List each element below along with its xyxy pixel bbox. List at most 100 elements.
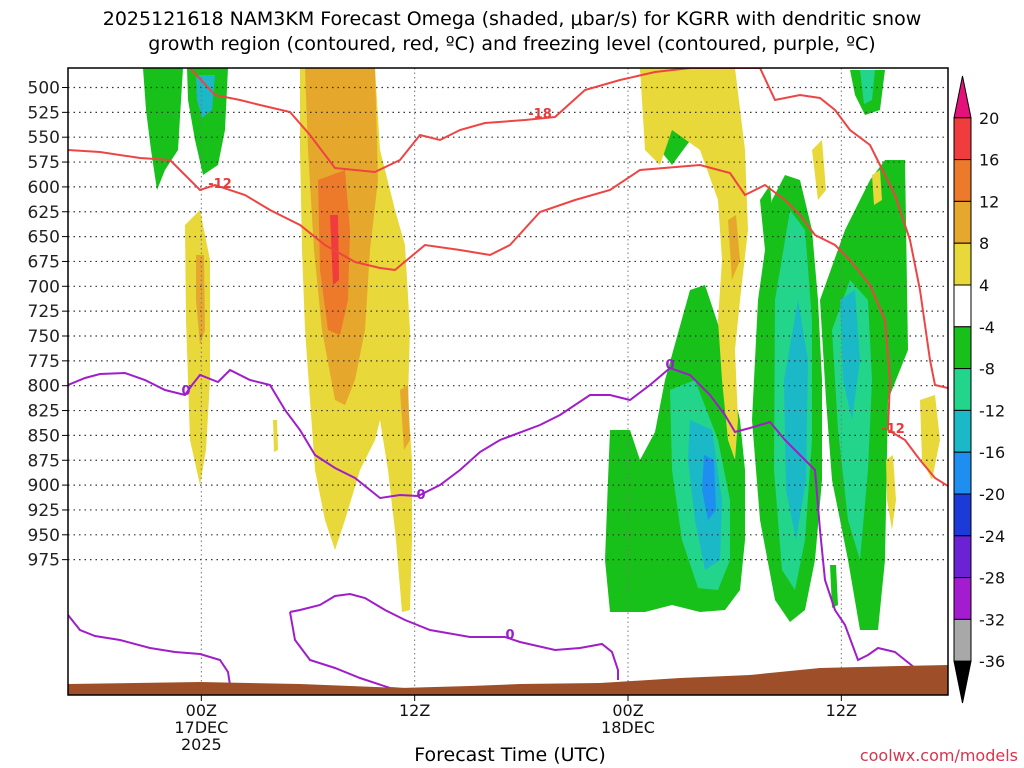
colorbar-segment-3 xyxy=(953,200,972,244)
y-axis: 500 525 550 575 600 625 650 675 700 725 750 775 800 8… xyxy=(28,79,68,571)
omega-region-green-9 xyxy=(830,565,838,608)
contour-label-5: 0 xyxy=(665,358,674,373)
contour-purple-0-low xyxy=(289,592,619,680)
contour-label-3: 0 xyxy=(181,384,190,399)
colorbar-segment-10 xyxy=(953,493,972,537)
colorbar-segment-5 xyxy=(953,284,972,328)
colorbar-segment-6 xyxy=(953,326,972,370)
chart-title-line1: 2025121618 NAM3KM Forecast Omega (shaded… xyxy=(102,8,922,30)
colorbar-segment-9 xyxy=(953,451,972,495)
colorbar-label-9: -20 xyxy=(979,485,1005,504)
colorbar-label-11: -28 xyxy=(979,569,1005,588)
colorbar-segment-8 xyxy=(953,409,972,453)
y-tick-label-600: 600 xyxy=(28,178,60,198)
colorbar-segment-2 xyxy=(953,159,972,202)
omega-region-green-8 xyxy=(760,185,775,260)
omega-region-yellow-10 xyxy=(920,395,940,480)
credit-text: coolwx.com/models xyxy=(859,746,1018,765)
colorbar-label-1: 16 xyxy=(979,151,999,170)
omega-region-yellow-7 xyxy=(812,140,826,200)
omega-region-teal-8 xyxy=(840,290,860,420)
omega-region-yellow-4 xyxy=(400,385,410,450)
y-tick-label-750: 750 xyxy=(28,327,60,347)
omega-region-yellow-2 xyxy=(185,210,210,485)
y-tick-label-950: 950 xyxy=(28,526,60,546)
contour-red-minus12-a xyxy=(68,149,892,431)
contour-label-2: -12 xyxy=(881,422,905,437)
y-tick-label-625: 625 xyxy=(28,203,60,223)
red-contours xyxy=(68,68,948,487)
y-tick-label-500: 500 xyxy=(28,79,60,99)
x-tick-label-1-0: 12Z xyxy=(399,701,430,720)
y-tick-label-675: 675 xyxy=(28,252,60,272)
omega-region-green-1 xyxy=(143,68,183,190)
colorbar-label-7: -12 xyxy=(979,401,1005,420)
contour-purple-0-main xyxy=(68,366,948,671)
y-tick-label-550: 550 xyxy=(28,128,60,148)
omega-region-teal-6 xyxy=(784,300,808,540)
y-tick-label-700: 700 xyxy=(28,277,60,297)
y-tick-label-800: 800 xyxy=(28,377,60,397)
contour-label-0: -18 xyxy=(528,107,552,122)
x-axis-label: Forecast Time (UTC) xyxy=(414,744,606,766)
x-tick-label-0-1: 17DEC xyxy=(174,718,228,737)
colorbar-segment-13 xyxy=(953,618,972,662)
colorbar-segment-11 xyxy=(953,535,972,579)
x-tick-label-3-0: 12Z xyxy=(826,701,857,720)
contour-purple-0-lowbottom xyxy=(289,611,421,691)
omega-region-teal-1 xyxy=(196,75,215,118)
omega-region-orange-3 xyxy=(196,255,205,345)
grid-lines xyxy=(68,68,948,695)
chart-title-line2: growth region (contoured, red, ºC) and f… xyxy=(148,33,876,55)
terrain xyxy=(68,665,948,695)
omega-region-yellow-5 xyxy=(640,68,748,460)
omega-region-yellow-6 xyxy=(728,215,740,280)
colorbar-label-12: -32 xyxy=(979,610,1005,629)
x-axis: 00Z17DEC202512Z00Z18DEC12Z00Z19DEC xyxy=(174,695,857,754)
omega-region-yellow-9 xyxy=(886,455,896,530)
contour-labels: -18 -12 -12 0 0 0 0 xyxy=(181,107,905,643)
colorbar-segment-1 xyxy=(953,117,972,161)
omega-region-yellow-8 xyxy=(872,170,882,205)
colorbar-segment-7 xyxy=(953,368,972,411)
x-tick-label-2-1: 18DEC xyxy=(601,718,655,737)
omega-region-blue-1 xyxy=(702,455,716,520)
colorbar-top-triangle xyxy=(953,75,972,119)
colorbar-label-6: -8 xyxy=(979,360,995,379)
colorbar-label-0: 20 xyxy=(979,109,999,128)
colorbar-label-13: -36 xyxy=(979,652,1005,671)
colorbar-bottom-triangle xyxy=(953,660,972,704)
y-tick-label-650: 650 xyxy=(28,228,60,248)
omega-region-yellow-3 xyxy=(273,420,278,452)
colorbar-segment-4 xyxy=(953,242,972,286)
x-tick-label-2-0: 00Z xyxy=(612,701,643,720)
colorbar-label-3: 8 xyxy=(979,234,989,253)
y-tick-label-775: 775 xyxy=(28,352,60,372)
contour-label-6: 0 xyxy=(505,628,514,643)
colorbar-label-4: 4 xyxy=(979,276,989,295)
colorbar-label-2: 12 xyxy=(979,192,999,211)
contour-label-1: -12 xyxy=(208,177,232,192)
y-tick-label-975: 975 xyxy=(28,551,60,571)
colorbar-label-8: -16 xyxy=(979,443,1005,462)
y-tick-label-575: 575 xyxy=(28,153,60,173)
plot-frame xyxy=(67,67,949,696)
colorbar-label-10: -24 xyxy=(979,527,1005,546)
y-tick-label-825: 825 xyxy=(28,402,60,422)
colorbar: 20 16 12 8 4 -4 -8 -12 -16 -20 -24 -28 -32 -36 xyxy=(953,75,1005,704)
omega-shading xyxy=(143,68,940,630)
y-tick-label-850: 850 xyxy=(28,426,60,446)
omega-region-teal-2 xyxy=(860,70,875,104)
x-tick-label-0-0: 00Z xyxy=(186,701,217,720)
y-tick-label-875: 875 xyxy=(28,451,60,471)
y-tick-label-725: 725 xyxy=(28,302,60,322)
contour-purple-0-left xyxy=(68,614,231,686)
contour-red-minus12-b xyxy=(887,429,948,487)
x-tick-label-0-2: 2025 xyxy=(181,735,222,754)
contour-label-4: 0 xyxy=(416,488,425,503)
contour-red-minus18 xyxy=(189,68,948,389)
colorbar-label-5: -4 xyxy=(979,318,995,337)
colorbar-segment-12 xyxy=(953,577,972,620)
y-tick-label-525: 525 xyxy=(28,103,60,123)
